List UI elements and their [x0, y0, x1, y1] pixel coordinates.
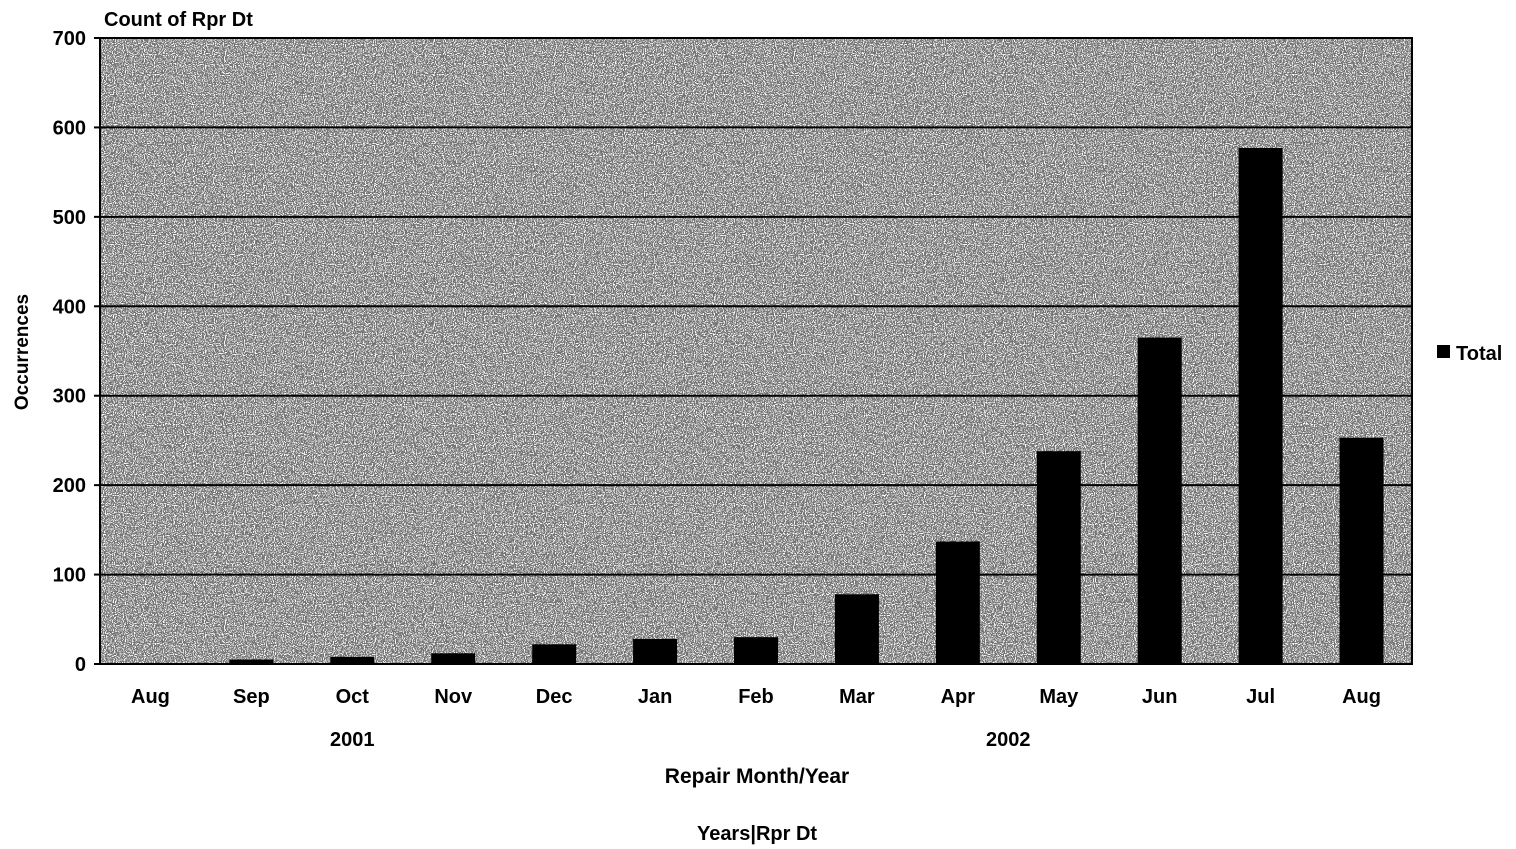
legend-swatch-total	[1437, 345, 1450, 358]
bar-oct-2	[330, 656, 375, 664]
x-axis-label: Repair Month/Year	[665, 765, 849, 788]
bar-may-9	[1036, 451, 1081, 664]
x-tick-label: Mar	[839, 686, 875, 708]
y-tick-label: 400	[53, 296, 86, 318]
x-tick-label: Sep	[233, 686, 270, 708]
x-tick-label: Oct	[336, 686, 370, 708]
x-tick-label: May	[1039, 686, 1079, 708]
year-label: 2002	[986, 729, 1031, 751]
x-tick-label: Dec	[536, 686, 573, 708]
scan-noise	[100, 38, 1412, 664]
bar-mar-7	[834, 594, 879, 664]
y-tick-label: 700	[53, 28, 86, 50]
bar-nov-3	[431, 653, 476, 664]
y-tick-label: 200	[53, 475, 86, 497]
bar-sep-1	[229, 659, 274, 664]
bar-apr-8	[935, 541, 980, 664]
x-tick-label: Jul	[1246, 686, 1275, 708]
x-tick-label: Nov	[434, 686, 473, 708]
legend-label-total: Total	[1456, 343, 1502, 365]
bar-feb-6	[734, 637, 778, 664]
bar-jul-11	[1238, 147, 1283, 665]
x-tick-label: Apr	[941, 686, 976, 708]
years-field-label: Years|Rpr Dt	[697, 823, 817, 845]
bars	[229, 147, 1384, 665]
x-tick-label: Jan	[638, 686, 672, 708]
year-group-labels: 2001 2002	[330, 729, 1031, 751]
y-axis-ticks: 0 100 200 300 400 500 600 700	[53, 28, 100, 676]
year-label: 2001	[330, 729, 375, 751]
bar-aug-12	[1339, 437, 1384, 664]
x-tick-label: Aug	[131, 686, 170, 708]
bar-jun-10	[1137, 337, 1182, 664]
y-tick-label: 0	[75, 654, 86, 676]
x-axis-ticks: Aug Sep Oct Nov Dec Jan Feb Mar Apr May Jun Jul Aug	[131, 686, 1381, 708]
x-tick-label: Feb	[738, 686, 774, 708]
chart-title: Count of Rpr Dt	[104, 9, 253, 31]
x-tick-label: Jun	[1142, 686, 1178, 708]
legend: Total	[1437, 343, 1502, 365]
y-tick-label: 300	[53, 386, 86, 408]
gridlines	[100, 126, 1412, 576]
y-tick-label: 500	[53, 207, 86, 229]
x-tick-label: Aug	[1342, 686, 1381, 708]
y-tick-label: 100	[53, 565, 86, 587]
plot-frame	[99, 37, 1413, 665]
y-tick-label: 600	[53, 117, 86, 139]
y-axis-label: Occurrences	[12, 294, 33, 410]
bar-dec-4	[532, 644, 577, 664]
bar-jan-5	[633, 638, 678, 664]
